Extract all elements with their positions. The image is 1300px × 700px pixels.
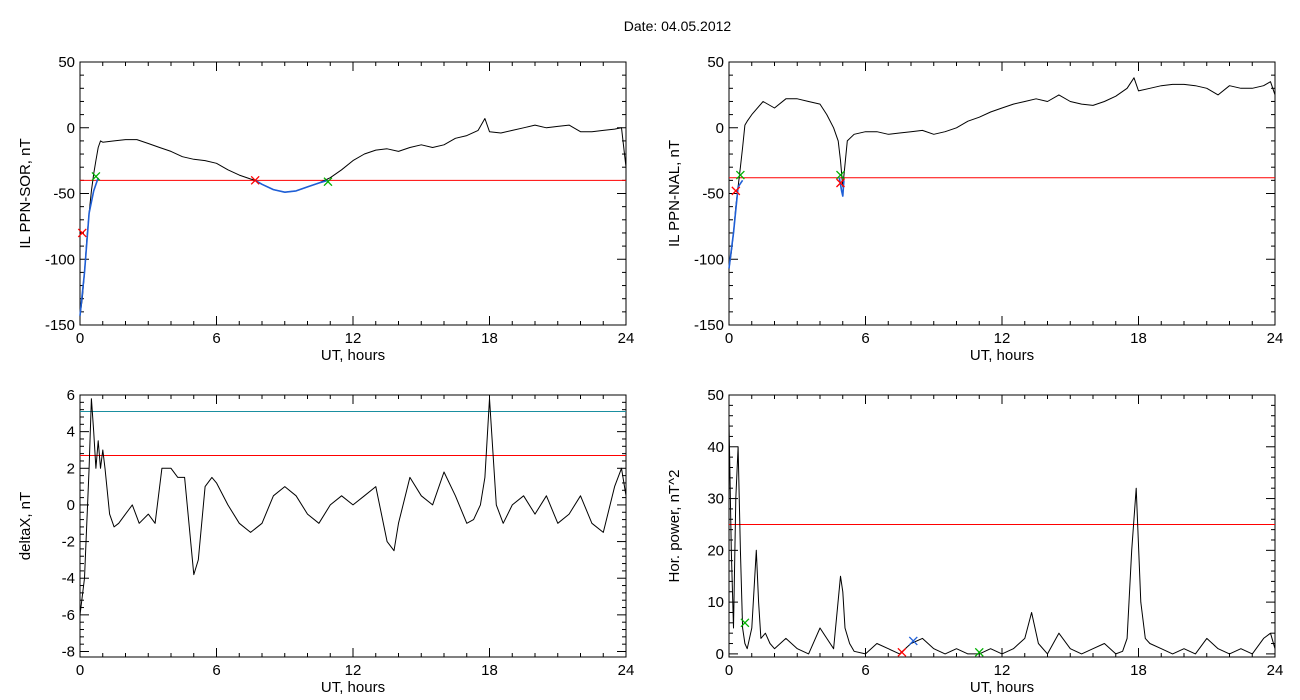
ppn-nal-series-line bbox=[728, 77, 1276, 269]
ppn-sor-ytick-label: 50 bbox=[58, 54, 75, 71]
panel-bottom-right: 0 6 12 18 24 0 10 20 30 40 50 UT, hours Hor. power, … bbox=[666, 387, 1283, 696]
ppn-sor-ylabel: IL PPN-SOR, nT bbox=[17, 138, 34, 248]
ppn-sor-xtick-label: 0 bbox=[76, 330, 84, 347]
deltax-ytick-label: -4 bbox=[62, 570, 75, 587]
ppn-nal-series-line bbox=[728, 179, 744, 269]
ppn-nal-ytick-label: -100 bbox=[694, 251, 724, 268]
ppn-sor-marker-x bbox=[91, 171, 101, 181]
hor-power-xtick-label: 6 bbox=[861, 662, 869, 679]
ppn-nal-xtick-label: 6 bbox=[861, 330, 869, 347]
deltax-ytick-label: -8 bbox=[62, 644, 75, 661]
deltax-axes-frame bbox=[79, 394, 627, 658]
hor-power-marker-x bbox=[740, 618, 750, 628]
hor-power-ytick-label: 20 bbox=[707, 542, 724, 559]
ppn-nal-marker-x bbox=[836, 170, 845, 180]
panel-top-left: 0 6 12 18 24 -150 -100 -50 0 50 UT, hours IL PPN-SO… bbox=[17, 54, 634, 364]
ppn-sor-marker-x bbox=[250, 175, 260, 185]
hor-power-series-line bbox=[728, 420, 1276, 655]
deltax-ytick-label: 0 bbox=[67, 497, 75, 514]
ppn-nal-xtick-label: 18 bbox=[1130, 330, 1147, 347]
ppn-nal-marker-x bbox=[731, 186, 741, 196]
ppn-nal-ytick-label: -50 bbox=[702, 186, 724, 203]
figure-date-title: Date: 04.05.2012 bbox=[623, 18, 732, 34]
ppn-nal-ytick-label: -150 bbox=[694, 317, 724, 334]
deltax-xtick-label: 6 bbox=[212, 662, 220, 679]
deltax-xtick-label: 12 bbox=[345, 662, 362, 679]
ppn-sor-ytick-label: -50 bbox=[53, 186, 75, 203]
ppn-sor-series-line bbox=[254, 179, 329, 193]
ppn-sor-series-line bbox=[79, 118, 627, 316]
ppn-sor-xtick-label: 18 bbox=[481, 330, 498, 347]
ppn-sor-xlabel: UT, hours bbox=[321, 347, 385, 364]
deltax-ytick-label: 6 bbox=[67, 387, 75, 404]
panel-top-right: 0 6 12 18 24 -150 -100 -50 0 50 UT, hours IL PPN-NA… bbox=[666, 54, 1283, 364]
ppn-sor-xtick-label: 24 bbox=[618, 330, 635, 347]
deltax-series-line bbox=[79, 398, 627, 615]
hor-power-marker-x bbox=[897, 647, 907, 657]
hor-power-marker-x bbox=[908, 636, 918, 646]
ppn-nal-ytick-label: 50 bbox=[707, 54, 724, 71]
ppn-nal-xtick-label: 12 bbox=[994, 330, 1011, 347]
ppn-sor-xtick-label: 12 bbox=[345, 330, 362, 347]
deltax-xtick-label: 24 bbox=[618, 662, 635, 679]
hor-power-ytick-label: 40 bbox=[707, 439, 724, 456]
hor-power-ytick-label: 0 bbox=[716, 646, 724, 663]
deltax-ylabel: deltaX, nT bbox=[17, 492, 34, 560]
ppn-nal-marker-x bbox=[735, 170, 745, 180]
hor-power-xtick-label: 24 bbox=[1267, 662, 1284, 679]
hor-power-xtick-label: 12 bbox=[994, 662, 1011, 679]
ppn-sor-marker-x bbox=[77, 228, 87, 238]
ppn-nal-xtick-label: 24 bbox=[1267, 330, 1284, 347]
deltax-xtick-label: 0 bbox=[76, 662, 84, 679]
ppn-sor-marker-x bbox=[323, 177, 333, 187]
deltax-xtick-label: 18 bbox=[481, 662, 498, 679]
hor-power-xtick-label: 18 bbox=[1130, 662, 1147, 679]
ppn-nal-marker-x bbox=[836, 178, 845, 188]
ppn-sor-axes-frame bbox=[79, 61, 627, 326]
deltax-ytick-label: -2 bbox=[62, 534, 75, 551]
ppn-sor-ytick-label: -100 bbox=[45, 251, 75, 268]
deltax-xlabel: UT, hours bbox=[321, 679, 385, 696]
deltax-ytick-label: 4 bbox=[67, 424, 75, 441]
ppn-nal-ylabel: IL PPN-NAL, nT bbox=[666, 140, 683, 247]
hor-power-ytick-label: 10 bbox=[707, 594, 724, 611]
ppn-nal-xlabel: UT, hours bbox=[970, 347, 1034, 364]
ppn-sor-ytick-label: 0 bbox=[67, 120, 75, 137]
ppn-sor-ytick-label: -150 bbox=[45, 317, 75, 334]
hor-power-marker-x bbox=[974, 647, 984, 657]
ppn-nal-ytick-label: 0 bbox=[716, 120, 724, 137]
ppn-sor-series-line bbox=[79, 177, 99, 316]
hor-power-ytick-label: 50 bbox=[707, 387, 724, 404]
ppn-sor-xtick-label: 6 bbox=[212, 330, 220, 347]
hor-power-xtick-label: 0 bbox=[725, 662, 733, 679]
deltax-ytick-label: 2 bbox=[67, 460, 75, 477]
ppn-nal-axes-frame bbox=[728, 61, 1276, 326]
deltax-ytick-label: -6 bbox=[62, 607, 75, 624]
hor-power-axes-frame bbox=[728, 394, 1276, 658]
hor-power-xlabel: UT, hours bbox=[970, 679, 1034, 696]
hor-power-ylabel: Hor. power, nT^2 bbox=[666, 470, 683, 583]
ppn-nal-xtick-label: 0 bbox=[725, 330, 733, 347]
hor-power-ytick-label: 30 bbox=[707, 491, 724, 508]
